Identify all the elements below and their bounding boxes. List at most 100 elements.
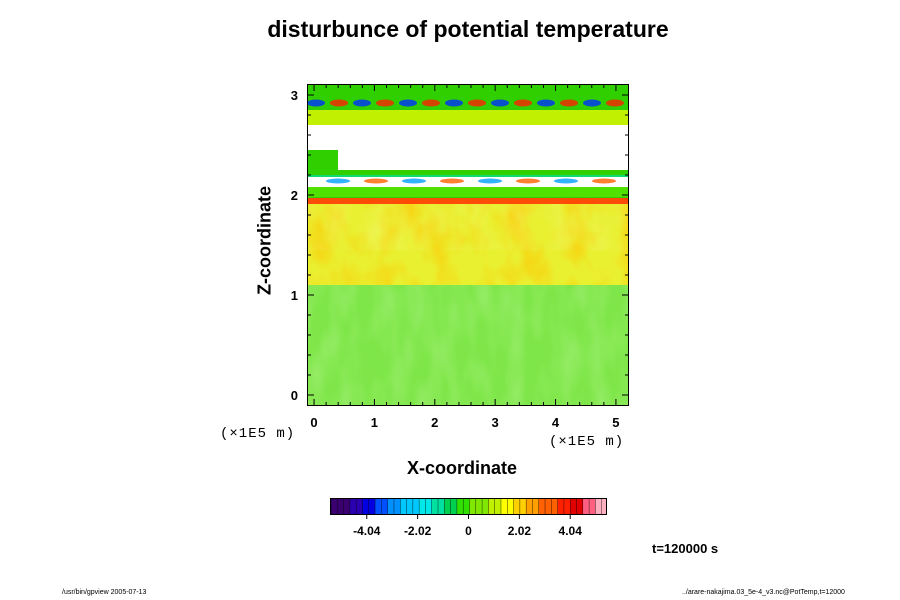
colorbar-cell <box>381 499 388 514</box>
colorbar-cell <box>362 499 370 514</box>
colorbar-cell <box>551 499 558 514</box>
upper-wave-12 <box>583 99 601 107</box>
upper-wave-6 <box>445 99 463 107</box>
colorbar-cell <box>570 499 577 514</box>
x-tick-label: 5 <box>612 415 619 430</box>
interface-wave-4 <box>478 178 502 184</box>
upper-wave-0 <box>308 99 325 107</box>
x-tick-label: 4 <box>552 415 560 430</box>
lower-layer-texture <box>308 285 628 405</box>
upper-wave-1 <box>330 99 348 107</box>
colorbar-cell <box>419 499 426 514</box>
colorbar-tick-label: 2.02 <box>508 524 532 538</box>
colorbar-cell <box>494 499 502 514</box>
colorbar-tick-label: -4.04 <box>353 524 381 538</box>
plot-area <box>307 84 629 406</box>
colorbar-cell <box>513 499 521 514</box>
x-axis-label: X-coordinate <box>407 458 518 478</box>
heatmap-field <box>308 85 628 405</box>
colorbar-gradient <box>331 499 606 514</box>
colorbar-cell <box>406 499 414 514</box>
colorbar-cell <box>475 499 483 514</box>
interface-wave-5 <box>516 178 540 184</box>
colorbar-cell <box>595 499 603 514</box>
colorbar-cell <box>431 499 439 514</box>
colorbar-cell <box>463 499 470 514</box>
interface-wave-0 <box>326 178 350 184</box>
y-tick-label: 1 <box>291 288 298 303</box>
colorbar-cell <box>349 499 357 514</box>
y-tick-label: 2 <box>291 188 298 203</box>
upper-wave-3 <box>376 99 394 107</box>
colorbar-cell <box>589 499 596 514</box>
colorbar-cell <box>532 499 540 514</box>
upper-wave-8 <box>491 99 509 107</box>
interface-wave-2 <box>402 178 426 184</box>
interface-wave-6 <box>554 178 578 184</box>
colorbar-cell <box>368 499 376 514</box>
colorbar-cell <box>343 499 351 514</box>
colorbar-cell <box>538 499 546 514</box>
colorbar-cell <box>482 499 489 514</box>
colorbar-cell <box>438 499 445 514</box>
upper-wave-5 <box>422 99 440 107</box>
x-tick-label: 3 <box>492 415 499 430</box>
x-tick-label: 2 <box>431 415 438 430</box>
upper-band-2 <box>308 187 628 197</box>
x-tick-label: 1 <box>371 415 378 430</box>
colorbar-cell <box>425 499 433 514</box>
colorbar-cell <box>469 499 477 514</box>
upper-white-area-0 <box>308 125 628 150</box>
colorbar-cell <box>519 499 527 514</box>
colorbar-cell <box>582 499 590 514</box>
x-unit-left: (×1E5 m) <box>220 426 296 442</box>
colorbar <box>330 498 607 515</box>
colorbar-cell <box>545 499 552 514</box>
footer-file-info: ../arare-nakajima.03_5e-4_v3.nc@PotTemp,… <box>682 589 845 596</box>
colorbar-cell <box>450 499 458 514</box>
colorbar-tick-label: -2.02 <box>404 524 432 538</box>
interface-band <box>308 198 628 204</box>
y-tick-label: 3 <box>291 88 298 103</box>
colorbar-cell <box>393 499 401 514</box>
colorbar-cell <box>400 499 407 514</box>
colorbar-cell <box>337 499 344 514</box>
upper-wave-13 <box>606 99 624 107</box>
colorbar-cell <box>500 499 508 514</box>
upper-wave-9 <box>514 99 532 107</box>
upper-wave-7 <box>468 99 486 107</box>
upper-white-area-1 <box>338 150 628 170</box>
time-label: t=120000 s <box>652 541 719 556</box>
colorbar-cell <box>375 499 382 514</box>
colorbar-cell <box>331 499 338 514</box>
colorbar-cell <box>456 499 464 514</box>
colorbar-cell <box>412 499 420 514</box>
y-axis-label: Z-coordinate <box>254 186 275 296</box>
middle-layer-texture-2 <box>308 198 628 251</box>
interface-wave-3 <box>440 178 464 184</box>
colorbar-tick-label: 0 <box>465 524 472 538</box>
x-tick-label: 0 <box>310 415 317 430</box>
interface-wave-1 <box>364 178 388 184</box>
chart-title: disturbunce of potential temperature <box>267 16 669 42</box>
y-tick-label: 0 <box>291 388 298 403</box>
colorbar-tick-label: 4.04 <box>559 524 583 538</box>
upper-white-area-2 <box>308 177 628 187</box>
colorbar-cell <box>488 499 495 514</box>
colorbar-cell <box>563 499 571 514</box>
upper-wave-10 <box>537 99 555 107</box>
colorbar-cell <box>444 499 451 514</box>
colorbar-cell <box>507 499 514 514</box>
colorbar-cell <box>356 499 363 514</box>
colorbar-cell <box>576 499 584 514</box>
upper-wave-2 <box>353 99 371 107</box>
colorbar-cell <box>387 499 395 514</box>
colorbar-cell <box>557 499 565 514</box>
colorbar-cell <box>526 499 533 514</box>
interface-wave-7 <box>592 178 616 184</box>
upper-wave-4 <box>399 99 417 107</box>
footer-program-info: /usr/bin/gpview 2005-07-13 <box>62 589 147 596</box>
colorbar-cell <box>601 499 606 514</box>
x-unit-right: (×1E5 m) <box>549 434 625 450</box>
upper-wave-11 <box>560 99 578 107</box>
